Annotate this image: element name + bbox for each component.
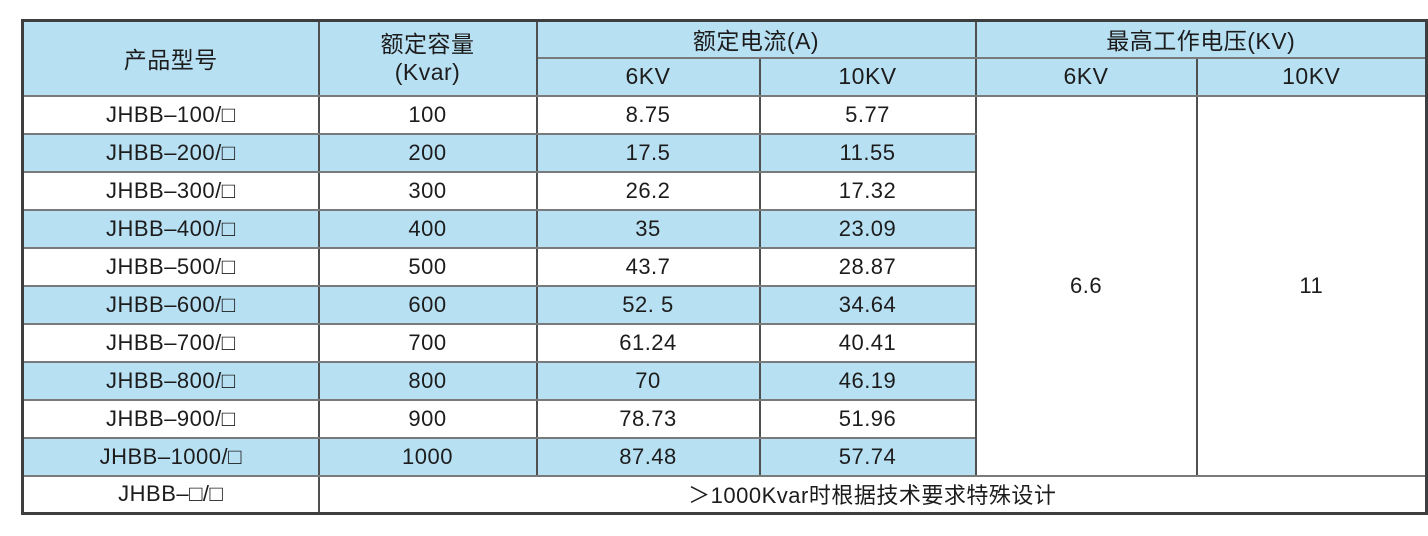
- current-6kv-cell: 43.7: [535, 246, 761, 287]
- current-10kv-cell: 23.09: [758, 208, 977, 249]
- product-spec-table: 产品型号 额定容量 (Kvar) 额定电流(A) 最高工作电压(KV) 6KV …: [21, 19, 1428, 515]
- table-row: JHBB–800/□ 800 70 46.19: [21, 360, 1427, 401]
- current-10kv-cell: 17.32: [758, 170, 977, 211]
- model-cell: JHBB–1000/□: [21, 436, 320, 477]
- model-cell: JHBB–400/□: [21, 208, 320, 249]
- table-row: JHBB–400/□ 400 35 23.09: [21, 208, 1427, 249]
- model-cell: JHBB–700/□: [21, 322, 320, 363]
- table-header: 产品型号 额定容量 (Kvar) 额定电流(A) 最高工作电压(KV) 6KV …: [21, 19, 1428, 97]
- capacity-cell: 200: [317, 132, 538, 173]
- capacity-cell: 900: [317, 398, 538, 439]
- current-6kv-cell: 35: [535, 208, 761, 249]
- special-design-note-cell: ＞1000Kvar时根据技术要求特殊设计: [317, 474, 1428, 515]
- header-rated-capacity-title: 额定容量: [380, 30, 475, 57]
- current-6kv-cell: 52. 5: [535, 284, 761, 325]
- table-row: JHBB–100/□ 100 8.75 5.77 6.6 11: [21, 94, 1428, 477]
- table-row: JHBB–900/□ 900 78.73 51.96: [21, 398, 1427, 439]
- capacity-cell: 800: [317, 360, 538, 401]
- current-10kv-cell: 34.64: [758, 284, 977, 325]
- current-6kv-cell: 70: [535, 360, 761, 401]
- table-row: JHBB–600/□ 600 52. 5 34.64: [21, 284, 1427, 325]
- capacity-cell: 500: [317, 246, 538, 287]
- voltage-10kv-merged-cell: 11: [1195, 94, 1428, 477]
- model-cell: JHBB–300/□: [21, 170, 320, 211]
- table-row: JHBB–300/□ 300 26.2 17.32: [21, 170, 1427, 211]
- model-cell: JHBB–500/□: [21, 246, 320, 287]
- capacity-cell: 600: [317, 284, 538, 325]
- current-6kv-cell: 8.75: [535, 94, 761, 135]
- current-6kv-cell: 26.2: [535, 170, 761, 211]
- header-rated-capacity: 额定容量 (Kvar): [317, 19, 538, 97]
- model-cell: JHBB–□/□: [21, 474, 320, 515]
- current-6kv-cell: 87.48: [535, 436, 761, 477]
- current-10kv-cell: 46.19: [758, 360, 977, 401]
- current-10kv-cell: 57.74: [758, 436, 977, 477]
- current-10kv-cell: 11.55: [758, 132, 977, 173]
- model-cell: JHBB–200/□: [21, 132, 320, 173]
- current-10kv-cell: 5.77: [758, 94, 977, 135]
- header-row-groups: 产品型号 额定容量 (Kvar) 额定电流(A) 最高工作电压(KV): [21, 19, 1428, 97]
- model-cell: JHBB–800/□: [21, 360, 320, 401]
- header-rated-current-group: 额定电流(A): [535, 19, 977, 59]
- header-voltage-10kv: 10KV: [1195, 56, 1428, 97]
- current-6kv-cell: 61.24: [535, 322, 761, 363]
- header-max-voltage-group: 最高工作电压(KV): [974, 19, 1428, 59]
- table-row: JHBB–1000/□ 1000 87.48 57.74: [21, 436, 1427, 477]
- table-row: JHBB–200/□ 200 17.5 11.55: [21, 132, 1427, 173]
- model-cell: JHBB–600/□: [21, 284, 320, 325]
- capacity-cell: 300: [317, 170, 538, 211]
- header-voltage-6kv: 6KV: [974, 56, 1198, 97]
- current-10kv-cell: 40.41: [758, 322, 977, 363]
- current-6kv-cell: 78.73: [535, 398, 761, 439]
- current-10kv-cell: 51.96: [758, 398, 977, 439]
- capacity-cell: 1000: [317, 436, 538, 477]
- capacity-cell: 400: [317, 208, 538, 249]
- model-cell: JHBB–900/□: [21, 398, 320, 439]
- table-row: JHBB–500/□ 500 43.7 28.87: [21, 246, 1427, 287]
- header-row-subcolumns: 6KV 10KV 6KV 10KV: [23, 56, 1428, 97]
- voltage-6kv-merged-cell: 6.6: [974, 94, 1198, 477]
- table-row: JHBB–700/□ 700 61.24 40.41: [21, 322, 1427, 363]
- header-current-10kv: 10KV: [758, 56, 977, 97]
- special-design-row: JHBB–□/□ ＞1000Kvar时根据技术要求特殊设计: [21, 474, 1428, 515]
- capacity-cell: 700: [317, 322, 538, 363]
- header-product-model: 产品型号: [21, 19, 320, 97]
- table-body: JHBB–100/□ 100 8.75 5.77 6.6 11 JHBB–200…: [21, 94, 1428, 515]
- current-10kv-cell: 28.87: [758, 246, 977, 287]
- model-cell: JHBB–100/□: [21, 94, 320, 135]
- header-current-6kv: 6KV: [535, 56, 761, 97]
- header-rated-capacity-unit: (Kvar): [394, 59, 461, 86]
- current-6kv-cell: 17.5: [535, 132, 761, 173]
- capacity-cell: 100: [317, 94, 538, 135]
